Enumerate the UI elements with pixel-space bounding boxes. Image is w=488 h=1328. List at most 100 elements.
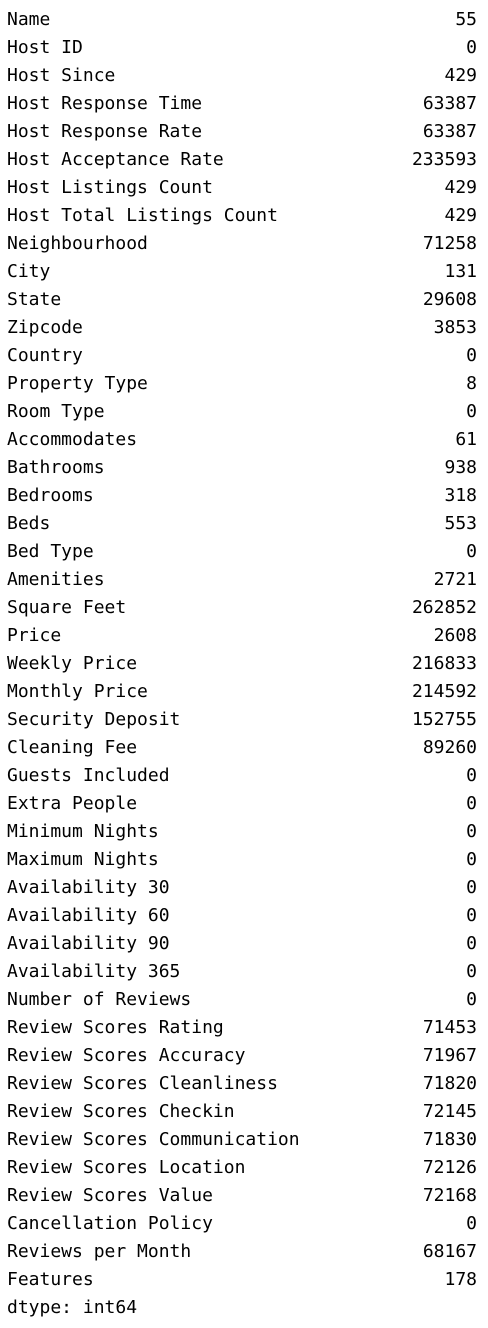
- series-row: Name 55: [7, 8, 477, 36]
- row-value: 0: [466, 540, 477, 568]
- row-value: 68167: [423, 1240, 477, 1268]
- row-value: 0: [466, 932, 477, 960]
- dtype-line: dtype: int64: [7, 1296, 477, 1324]
- row-label: Square Feet: [7, 596, 126, 624]
- row-value: 152755: [412, 708, 477, 736]
- series-row: Review Scores Rating 71453: [7, 1016, 477, 1044]
- row-value: 0: [466, 400, 477, 428]
- row-value: 61: [455, 428, 477, 456]
- row-label: Number of Reviews: [7, 988, 191, 1016]
- row-label: Review Scores Location: [7, 1156, 245, 1184]
- series-rows: Name 55 Host ID 0 Host Since 429 Host Response…: [7, 8, 477, 1296]
- series-row: Guests Included 0: [7, 764, 477, 792]
- series-row: Bedrooms 318: [7, 484, 477, 512]
- row-value: 262852: [412, 596, 477, 624]
- series-row: Host Since 429: [7, 64, 477, 92]
- series-row: Accommodates 61: [7, 428, 477, 456]
- series-row: Cancellation Policy 0: [7, 1212, 477, 1240]
- series-row: Number of Reviews 0: [7, 988, 477, 1016]
- series-row: Extra People 0: [7, 792, 477, 820]
- row-label: Minimum Nights: [7, 820, 159, 848]
- row-value: 72145: [423, 1100, 477, 1128]
- row-label: Security Deposit: [7, 708, 180, 736]
- row-value: 8: [466, 372, 477, 400]
- row-label: Host Total Listings Count: [7, 204, 278, 232]
- row-value: 553: [444, 512, 477, 540]
- row-label: Country: [7, 344, 83, 372]
- row-label: Availability 365: [7, 960, 180, 988]
- row-label: Availability 90: [7, 932, 170, 960]
- series-row: Maximum Nights 0: [7, 848, 477, 876]
- series-row: Weekly Price 216833: [7, 652, 477, 680]
- row-label: Monthly Price: [7, 680, 148, 708]
- series-row: Country 0: [7, 344, 477, 372]
- row-label: Host Response Time: [7, 92, 202, 120]
- series-row: Property Type 8: [7, 372, 477, 400]
- row-value: 3853: [434, 316, 477, 344]
- row-label: Maximum Nights: [7, 848, 159, 876]
- row-label: Review Scores Checkin: [7, 1100, 235, 1128]
- series-row: Minimum Nights 0: [7, 820, 477, 848]
- row-value: 0: [466, 960, 477, 988]
- row-label: Cleaning Fee: [7, 736, 137, 764]
- row-value: 0: [466, 876, 477, 904]
- row-label: Property Type: [7, 372, 148, 400]
- row-value: 0: [466, 1212, 477, 1240]
- row-value: 72126: [423, 1156, 477, 1184]
- row-value: 0: [466, 792, 477, 820]
- series-row: Cleaning Fee 89260: [7, 736, 477, 764]
- series-row: Availability 60 0: [7, 904, 477, 932]
- row-value: 2608: [434, 624, 477, 652]
- row-value: 29608: [423, 288, 477, 316]
- row-value: 233593: [412, 148, 477, 176]
- row-label: Room Type: [7, 400, 105, 428]
- series-row: Square Feet 262852: [7, 596, 477, 624]
- series-row: Host Listings Count 429: [7, 176, 477, 204]
- row-label: Availability 30: [7, 876, 170, 904]
- row-value: 938: [444, 456, 477, 484]
- series-row: Review Scores Value 72168: [7, 1184, 477, 1212]
- row-value: 71820: [423, 1072, 477, 1100]
- row-value: 71453: [423, 1016, 477, 1044]
- row-label: Review Scores Rating: [7, 1016, 224, 1044]
- series-row: Host ID 0: [7, 36, 477, 64]
- series-row: City 131: [7, 260, 477, 288]
- series-row: Monthly Price 214592: [7, 680, 477, 708]
- row-value: 0: [466, 764, 477, 792]
- series-row: State 29608: [7, 288, 477, 316]
- row-value: 214592: [412, 680, 477, 708]
- row-label: Host Response Rate: [7, 120, 202, 148]
- row-label: Review Scores Communication: [7, 1128, 300, 1156]
- row-label: Price: [7, 624, 61, 652]
- row-value: 0: [466, 904, 477, 932]
- row-value: 0: [466, 344, 477, 372]
- row-value: 216833: [412, 652, 477, 680]
- row-label: Bedrooms: [7, 484, 94, 512]
- series-row: Reviews per Month 68167: [7, 1240, 477, 1268]
- row-value: 131: [444, 260, 477, 288]
- row-value: 2721: [434, 568, 477, 596]
- row-value: 55: [455, 8, 477, 36]
- series-row: Review Scores Cleanliness 71820: [7, 1072, 477, 1100]
- series-row: Neighbourhood 71258: [7, 232, 477, 260]
- row-label: Review Scores Value: [7, 1184, 213, 1212]
- row-value: 0: [466, 820, 477, 848]
- row-value: 318: [444, 484, 477, 512]
- row-value: 89260: [423, 736, 477, 764]
- row-value: 71967: [423, 1044, 477, 1072]
- row-value: 429: [444, 176, 477, 204]
- row-label: Cancellation Policy: [7, 1212, 213, 1240]
- series-row: Room Type 0: [7, 400, 477, 428]
- row-label: Bed Type: [7, 540, 94, 568]
- series-row: Review Scores Accuracy 71967: [7, 1044, 477, 1072]
- series-row: Bathrooms 938: [7, 456, 477, 484]
- row-label: Host Listings Count: [7, 176, 213, 204]
- row-label: Name: [7, 8, 50, 36]
- row-label: Host Since: [7, 64, 115, 92]
- row-value: 63387: [423, 92, 477, 120]
- row-label: Reviews per Month: [7, 1240, 191, 1268]
- row-value: 63387: [423, 120, 477, 148]
- series-row: Security Deposit 152755: [7, 708, 477, 736]
- row-label: State: [7, 288, 61, 316]
- row-label: Neighbourhood: [7, 232, 148, 260]
